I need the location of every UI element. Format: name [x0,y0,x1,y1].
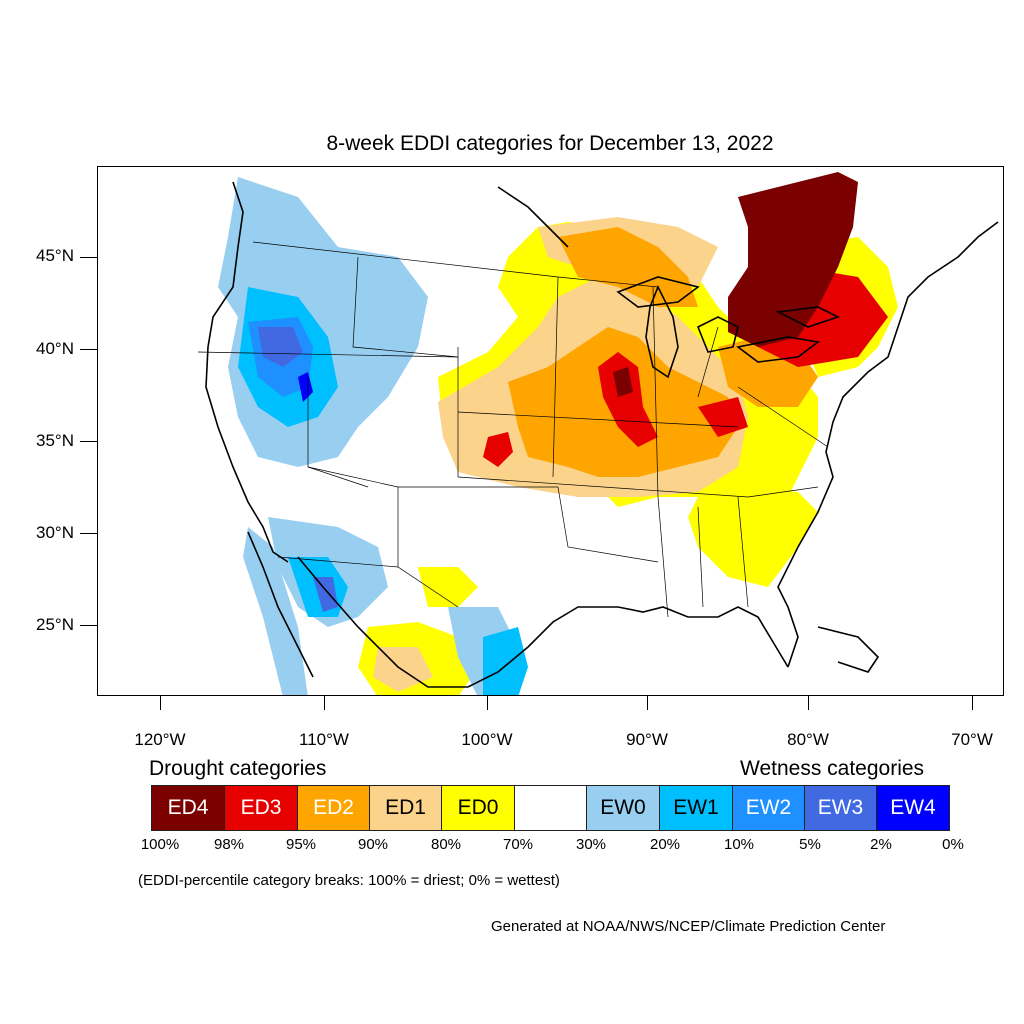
lat-tick [80,349,97,350]
lat-tick [80,441,97,442]
map-title: 8-week EDDI categories for December 13, … [326,132,774,155]
pct-break: 2% [870,836,892,853]
ed4-region-ontario [728,172,858,347]
lon-tick [324,696,325,710]
pct-break: 0% [942,836,964,853]
eddi-map [97,166,1004,696]
legend-ed1: ED1 [369,785,442,831]
lat-tick [80,257,97,258]
ew4-region-nevada [298,372,313,402]
lon-label-110w: 110°W [299,730,349,749]
lat-label-45: 45°N [36,246,74,265]
ed3-region-iowa [598,352,658,447]
ed4-region-missouri [613,367,633,397]
lat-label-40: 40°N [36,339,74,358]
legend-note: (EDDI-percentile category breaks: 100% =… [138,872,560,889]
pct-break: 90% [357,836,389,853]
pct-break: 20% [649,836,681,853]
ew3-region-idaho [258,327,303,367]
legend-ew0: EW0 [586,785,660,831]
credit-line: Generated at NOAA/NWS/NCEP/Climate Predi… [491,918,886,935]
legend-ed3: ED3 [224,785,298,831]
lon-label-90w: 90°W [626,730,668,749]
lon-label-120w: 120°W [134,730,186,749]
legend-ew4: EW4 [876,785,950,831]
pct-break: 95% [285,836,317,853]
legend-ew2: EW2 [732,785,805,831]
pct-break: 70% [502,836,534,853]
ed3-region-kansas [483,432,513,467]
lon-label-80w: 80°W [787,730,829,749]
ed0-region-southeast [688,487,818,587]
legend-ed0: ED0 [441,785,515,831]
pct-break: 80% [430,836,462,853]
ed2-region-lakes [558,227,698,307]
lat-tick [80,533,97,534]
ew0-region-baja [243,527,308,695]
legend-ed2: ED2 [297,785,370,831]
legend-neutral [514,785,587,831]
drought-categories-heading: Drought categories [149,757,327,780]
lon-tick [808,696,809,710]
pct-break: 98% [213,836,245,853]
pct-break: 5% [799,836,821,853]
pct-break: 10% [723,836,755,853]
lon-tick [160,696,161,710]
pct-break: 30% [575,836,607,853]
wetness-categories-heading: Wetness categories [740,757,925,780]
lon-label-100w: 100°W [461,730,513,749]
legend-ed4: ED4 [151,785,225,831]
ew3-region-sonora [313,577,338,612]
legend-ew3: EW3 [804,785,877,831]
lon-label-70w: 70°W [951,730,993,749]
lon-tick [972,696,973,710]
pct-break: 100% [140,836,180,853]
state-borders [197,241,829,618]
lon-tick [487,696,488,710]
lat-label-25: 25°N [36,615,74,634]
coastline-lines [205,181,999,688]
lat-label-30: 30°N [36,523,74,542]
legend-ew1: EW1 [659,785,733,831]
ew1-region-gulf [483,627,528,695]
eddi-map-canvas [98,167,1003,695]
ed0-region-texas [418,567,478,607]
lon-tick [647,696,648,710]
lat-tick [80,625,97,626]
lat-label-35: 35°N [36,431,74,450]
